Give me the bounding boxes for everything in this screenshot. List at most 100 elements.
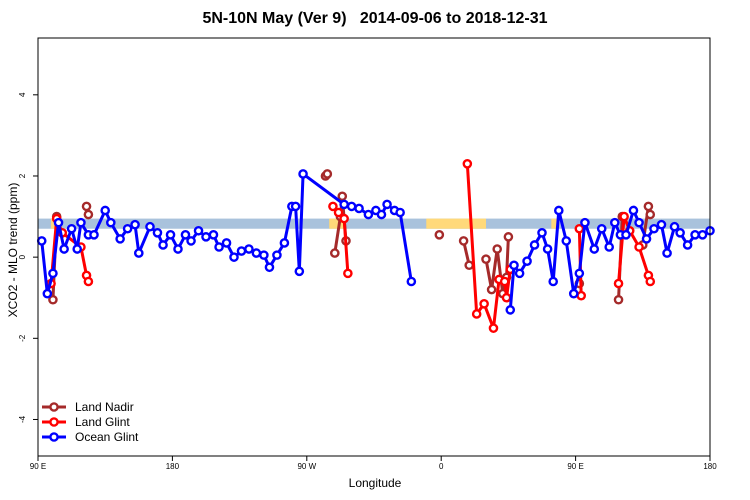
data-point (568, 288, 579, 299)
data-point (458, 236, 469, 246)
data-point (186, 236, 196, 246)
data-point (690, 230, 700, 240)
y-tick-label: 0 (18, 254, 27, 259)
data-point (481, 254, 491, 264)
data-point (634, 242, 644, 252)
data-point (503, 232, 514, 242)
data-point (434, 230, 445, 240)
data-point (89, 230, 99, 240)
data-point (621, 230, 631, 240)
legend-label: Land Glint (75, 415, 130, 429)
legend-label: Ocean Glint (75, 430, 139, 444)
data-point (221, 238, 232, 248)
data-point (53, 217, 64, 228)
data-point (382, 199, 392, 210)
data-point (522, 256, 532, 267)
data-point (406, 276, 417, 287)
y-tick-label: -4 (18, 415, 27, 423)
data-point (662, 248, 672, 258)
data-point (106, 217, 116, 228)
data-point (537, 227, 547, 238)
data-point (574, 268, 585, 279)
data-point (251, 248, 262, 258)
data-point (376, 209, 387, 220)
data-point (339, 199, 349, 210)
data-point (180, 230, 191, 240)
data-point (561, 236, 572, 246)
data-point (613, 278, 624, 289)
legend-marker (49, 432, 59, 442)
data-point (81, 201, 92, 212)
reference-band-highlight (329, 218, 346, 229)
data-point (329, 248, 340, 258)
data-point (613, 294, 624, 305)
x-tick-label: 90 E (30, 462, 46, 471)
data-point (641, 234, 652, 244)
data-point (328, 201, 338, 212)
data-point (395, 207, 405, 218)
data-point (42, 288, 53, 299)
data-point (322, 169, 333, 179)
data-point (333, 207, 344, 218)
data-point (514, 268, 525, 279)
data-point (554, 205, 564, 216)
data-point (158, 240, 168, 250)
data-point (697, 230, 708, 240)
reference-band-highlight (51, 218, 55, 229)
y-tick-label: 2 (18, 173, 27, 178)
x-tick-label: 180 (703, 462, 717, 471)
data-point (509, 260, 519, 271)
data-point (596, 223, 607, 234)
data-point (152, 227, 163, 238)
y-tick-label: 4 (18, 92, 27, 97)
y-tick-label: -2 (18, 334, 27, 342)
data-point (619, 211, 629, 222)
data-point (279, 238, 290, 248)
data-point (145, 221, 155, 232)
plot-frame (37, 37, 711, 457)
data-point (675, 227, 685, 238)
reference-band-highlight (426, 218, 486, 229)
data-point (294, 266, 305, 277)
data-point (604, 242, 615, 252)
data-point (100, 205, 110, 216)
data-point (339, 213, 349, 224)
data-point (656, 219, 667, 230)
data-point (236, 246, 247, 256)
data-point (499, 276, 510, 287)
data-point (48, 294, 58, 305)
data-point (72, 244, 82, 254)
data-point (290, 201, 301, 212)
data-point (229, 252, 239, 262)
data-point (505, 305, 516, 315)
reference-band-highlight (551, 218, 557, 229)
data-point (48, 268, 58, 279)
data-point (165, 230, 176, 240)
data-point (59, 244, 69, 254)
data-point (201, 232, 211, 242)
data-point (173, 244, 183, 254)
x-tick-label: 0 (439, 462, 444, 471)
data-point (580, 217, 590, 228)
data-point (576, 290, 587, 301)
x-tick-label: 90 W (297, 462, 316, 471)
data-point (193, 225, 204, 236)
data-point (669, 221, 680, 232)
data-point (682, 240, 693, 250)
data-point (589, 244, 600, 254)
data-point (610, 217, 620, 228)
data-point (115, 234, 125, 244)
data-point (548, 276, 559, 287)
data-point (501, 292, 512, 303)
data-point (628, 205, 639, 216)
x-axis-label: Longitude (348, 476, 402, 490)
data-point (363, 209, 374, 220)
data-point (354, 203, 364, 214)
data-point (479, 299, 489, 309)
data-point (542, 244, 553, 254)
chart-title: 5N-10N May (Ver 9) 2014-09-06 to 2018-12… (202, 10, 548, 27)
data-point (471, 309, 482, 319)
data-point (488, 323, 499, 333)
data-point (462, 159, 473, 169)
